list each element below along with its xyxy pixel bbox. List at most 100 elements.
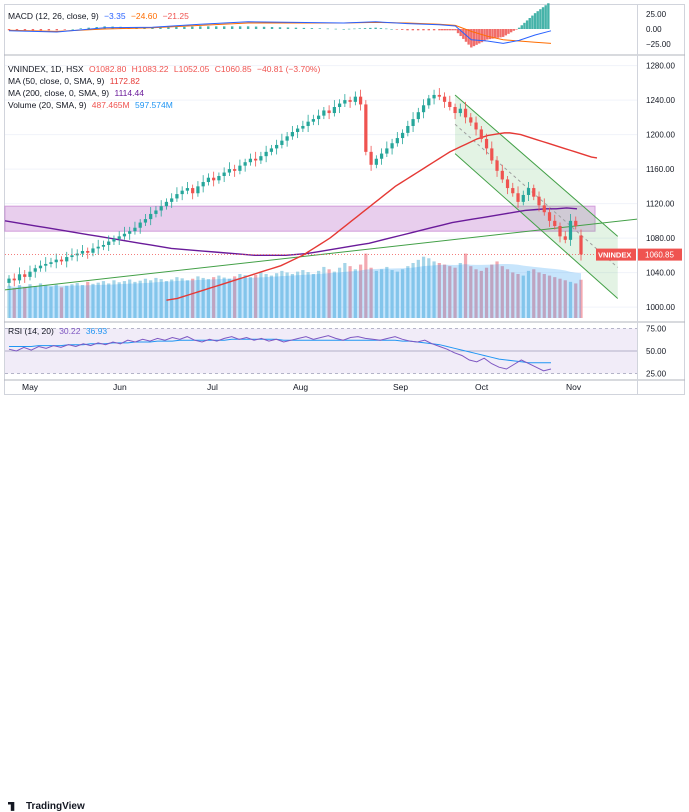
ma200-value: 1114.44	[114, 88, 144, 98]
candle-body	[500, 170, 504, 180]
macd-hist-bar	[318, 28, 322, 29]
tradingview-logo[interactable]: TradingView	[8, 801, 85, 812]
candle-body	[463, 108, 468, 118]
rsi-legend: RSI (14, 20) 30.22 36.93	[8, 326, 110, 336]
ma50-value: 1172.82	[109, 76, 140, 86]
macd-hist-bar	[246, 26, 250, 29]
macd-hist-bar	[310, 28, 314, 29]
volume-bar	[532, 269, 536, 318]
candle-body	[259, 156, 263, 161]
macd-value: −3.35	[104, 11, 126, 21]
macd-hist-bar	[175, 27, 178, 29]
macd-hist-bar	[286, 27, 290, 29]
volume-bar	[238, 274, 242, 318]
macd-hist-bar	[531, 15, 534, 29]
macd-hist-bar	[446, 29, 449, 31]
candle-body	[579, 235, 583, 255]
volume-bar	[442, 264, 447, 318]
volume-bar	[248, 277, 253, 318]
macd-hist-bar	[199, 26, 202, 29]
last-price-tag-bg	[638, 248, 682, 261]
candle-body	[201, 182, 205, 187]
volume-ma-area	[9, 263, 581, 318]
candle-body	[38, 265, 43, 269]
candle-body	[122, 233, 127, 237]
symbol-tag: VNINDEX	[598, 251, 631, 260]
macd-hist-bar	[254, 26, 258, 29]
candle-body	[12, 278, 16, 281]
volume-bar	[547, 275, 552, 318]
candle-body	[437, 94, 441, 97]
volume-bar	[301, 270, 305, 318]
candle-body	[521, 194, 525, 202]
macd-hist-bar	[230, 26, 234, 29]
x-axis-label: Sep	[393, 382, 408, 392]
channel-lower-line	[454, 153, 619, 299]
volume-bar	[264, 274, 268, 318]
macd-hist-bar	[374, 27, 377, 29]
candle-body	[327, 110, 331, 114]
resistance-zone-rect	[4, 205, 596, 232]
price-axis-tick: 1200.00	[646, 131, 675, 140]
rsi-line	[8, 335, 552, 372]
volume-bar	[579, 279, 583, 318]
volume-bar	[495, 261, 499, 318]
ma50-legend[interactable]: MA (50, close, 0, SMA, 9) 1172.82	[8, 76, 143, 86]
candle-body	[495, 160, 499, 171]
macd-hist-bar	[207, 26, 210, 29]
macd-hist-bar	[509, 29, 513, 33]
volume-bar	[44, 285, 48, 318]
volume-bar	[227, 278, 232, 318]
macd-hist-bar	[369, 27, 372, 29]
volume-bar	[448, 266, 452, 318]
tradingview-icon	[8, 801, 15, 811]
volume-bar	[469, 266, 473, 318]
candle-body	[96, 246, 100, 249]
candle-body	[322, 110, 326, 116]
volume-legend[interactable]: Volume (20, SMA, 9) 487.465M 597.574M	[8, 100, 176, 110]
candle-body	[154, 210, 158, 214]
macd-signal-value: −24.60	[130, 11, 158, 21]
candle-body	[574, 220, 578, 227]
macd-hist-bar	[440, 29, 444, 31]
volume-bar	[516, 274, 520, 318]
volume-bar	[484, 267, 489, 318]
macd-hist-bar	[517, 27, 521, 29]
volume-bar	[191, 278, 195, 318]
volume-bar	[259, 272, 263, 318]
macd-hist-bar	[494, 29, 497, 39]
volume-bar	[558, 278, 562, 318]
rsi-axis-tick: 75.00	[646, 325, 667, 334]
candle-body	[348, 100, 352, 102]
candle-body	[542, 205, 546, 213]
macd-hist-bar	[472, 29, 476, 47]
macd-hist-bar	[215, 26, 218, 29]
volume-bar	[290, 274, 294, 318]
macd-hist-bar	[488, 29, 492, 40]
volume-bar	[311, 274, 315, 318]
chart-canvas[interactable]: 25.00 0.00 −25.00 1280.00 1240.00 1200.00 1160…	[0, 0, 689, 419]
volume-bar	[427, 258, 431, 318]
price-axis-tick: 1000.00	[646, 303, 675, 312]
descending-channel	[455, 94, 618, 299]
volume-bar	[490, 264, 494, 318]
volume-bar	[537, 272, 541, 318]
volume-bar	[138, 280, 142, 318]
macd-hist-bar	[191, 26, 194, 29]
ma200-legend[interactable]: MA (200, close, 0, SMA, 9) 1114.44	[8, 88, 147, 98]
symbol-label[interactable]: VNINDEX, 1D, HSX	[8, 64, 84, 74]
price-legend: VNINDEX, 1D, HSX O1082.80 H1083.22 L1052…	[8, 64, 323, 74]
ohlc-high: H1083.22	[131, 64, 169, 74]
volume-bar	[511, 272, 515, 318]
volume-bar	[75, 283, 79, 318]
macd-hist-bar	[451, 29, 454, 31]
candle-body	[432, 94, 436, 99]
candle-body	[23, 274, 27, 277]
volume-bar	[505, 269, 510, 318]
candle-body	[416, 112, 420, 120]
candle-body	[159, 206, 163, 211]
candle-body	[400, 132, 405, 139]
volume-bar	[80, 285, 85, 318]
volume-bar	[479, 270, 483, 318]
